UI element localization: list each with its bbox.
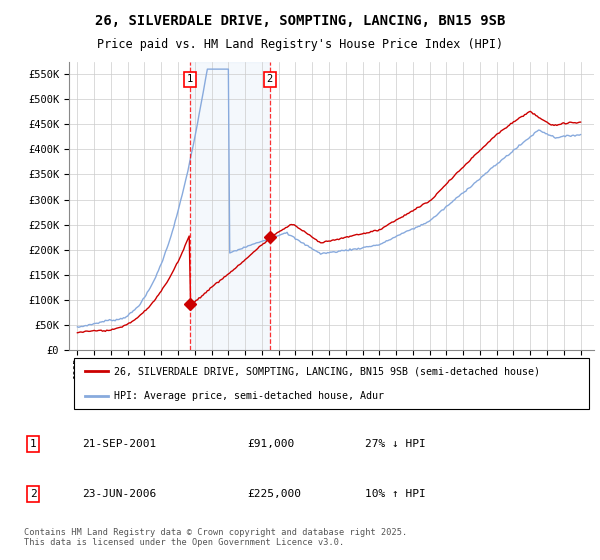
Text: 26, SILVERDALE DRIVE, SOMPTING, LANCING, BN15 9SB: 26, SILVERDALE DRIVE, SOMPTING, LANCING,… <box>95 13 505 27</box>
Text: 27% ↓ HPI: 27% ↓ HPI <box>365 439 425 449</box>
FancyBboxPatch shape <box>74 358 589 409</box>
Bar <box>190 62 270 350</box>
Text: 21-SEP-2001: 21-SEP-2001 <box>83 439 157 449</box>
Text: Price paid vs. HM Land Registry's House Price Index (HPI): Price paid vs. HM Land Registry's House … <box>97 38 503 51</box>
Text: £91,000: £91,000 <box>247 439 295 449</box>
Text: Contains HM Land Registry data © Crown copyright and database right 2025.
This d: Contains HM Land Registry data © Crown c… <box>24 528 407 547</box>
Text: 2: 2 <box>29 489 37 499</box>
Text: 10% ↑ HPI: 10% ↑ HPI <box>365 489 425 499</box>
Text: £225,000: £225,000 <box>247 489 301 499</box>
Text: 26, SILVERDALE DRIVE, SOMPTING, LANCING, BN15 9SB (semi-detached house): 26, SILVERDALE DRIVE, SOMPTING, LANCING,… <box>113 366 539 376</box>
Text: 1: 1 <box>29 439 37 449</box>
Text: HPI: Average price, semi-detached house, Adur: HPI: Average price, semi-detached house,… <box>113 391 383 401</box>
Text: 2: 2 <box>266 74 273 84</box>
Text: 1: 1 <box>187 74 193 84</box>
Text: 23-JUN-2006: 23-JUN-2006 <box>83 489 157 499</box>
